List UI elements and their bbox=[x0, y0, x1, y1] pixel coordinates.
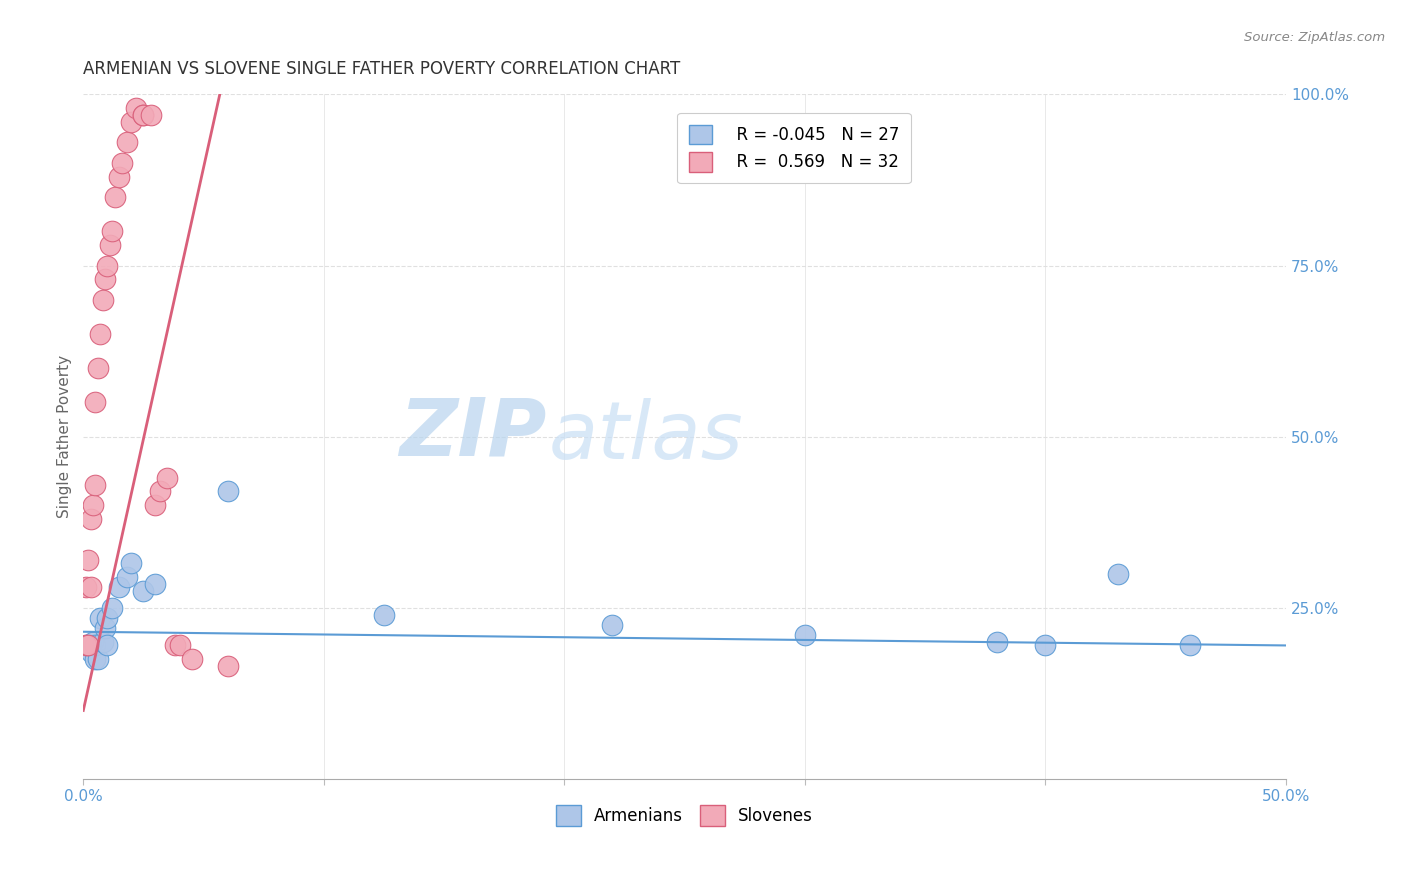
Point bbox=[98, 238, 121, 252]
Point bbox=[145, 577, 167, 591]
Point bbox=[84, 639, 107, 653]
Point bbox=[96, 639, 118, 653]
Point bbox=[149, 484, 172, 499]
Point bbox=[82, 635, 104, 649]
Point bbox=[101, 600, 124, 615]
Point bbox=[79, 512, 101, 526]
Point bbox=[108, 580, 131, 594]
Point bbox=[91, 635, 114, 649]
Point bbox=[84, 395, 107, 409]
Point bbox=[75, 639, 97, 653]
Point bbox=[156, 471, 179, 485]
Point bbox=[132, 108, 155, 122]
Point bbox=[986, 635, 1008, 649]
Point bbox=[132, 108, 155, 122]
Point bbox=[79, 645, 101, 659]
Point bbox=[217, 484, 239, 499]
Point bbox=[89, 611, 111, 625]
Point bbox=[96, 259, 118, 273]
Point bbox=[139, 108, 162, 122]
Y-axis label: Single Father Poverty: Single Father Poverty bbox=[58, 355, 72, 518]
Point bbox=[125, 101, 148, 115]
Point bbox=[108, 169, 131, 184]
Point bbox=[115, 570, 138, 584]
Point bbox=[79, 639, 101, 653]
Point bbox=[77, 639, 100, 653]
Point bbox=[120, 557, 142, 571]
Legend: Armenians, Slovenes: Armenians, Slovenes bbox=[550, 798, 820, 832]
Point bbox=[77, 639, 100, 653]
Point bbox=[180, 652, 202, 666]
Point bbox=[163, 639, 186, 653]
Point bbox=[145, 498, 167, 512]
Point bbox=[94, 621, 117, 635]
Point bbox=[120, 115, 142, 129]
Text: ARMENIAN VS SLOVENE SINGLE FATHER POVERTY CORRELATION CHART: ARMENIAN VS SLOVENE SINGLE FATHER POVERT… bbox=[83, 60, 681, 78]
Point bbox=[91, 293, 114, 307]
Point bbox=[89, 326, 111, 341]
Point bbox=[169, 639, 191, 653]
Point bbox=[217, 659, 239, 673]
Point bbox=[103, 190, 125, 204]
Point bbox=[79, 580, 101, 594]
Point bbox=[1178, 639, 1201, 653]
Point bbox=[132, 583, 155, 598]
Point bbox=[82, 498, 104, 512]
Point bbox=[101, 224, 124, 238]
Point bbox=[602, 618, 624, 632]
Point bbox=[793, 628, 815, 642]
Point bbox=[94, 272, 117, 286]
Point bbox=[84, 652, 107, 666]
Point bbox=[75, 580, 97, 594]
Point bbox=[1107, 566, 1129, 581]
Point bbox=[115, 136, 138, 150]
Text: atlas: atlas bbox=[548, 398, 744, 475]
Point bbox=[84, 477, 107, 491]
Point bbox=[96, 611, 118, 625]
Point bbox=[77, 553, 100, 567]
Point bbox=[111, 156, 134, 170]
Text: ZIP: ZIP bbox=[399, 394, 547, 472]
Point bbox=[87, 361, 110, 376]
Point bbox=[373, 607, 395, 622]
Point bbox=[1035, 639, 1057, 653]
Point bbox=[75, 639, 97, 653]
Point bbox=[87, 652, 110, 666]
Text: Source: ZipAtlas.com: Source: ZipAtlas.com bbox=[1244, 31, 1385, 45]
